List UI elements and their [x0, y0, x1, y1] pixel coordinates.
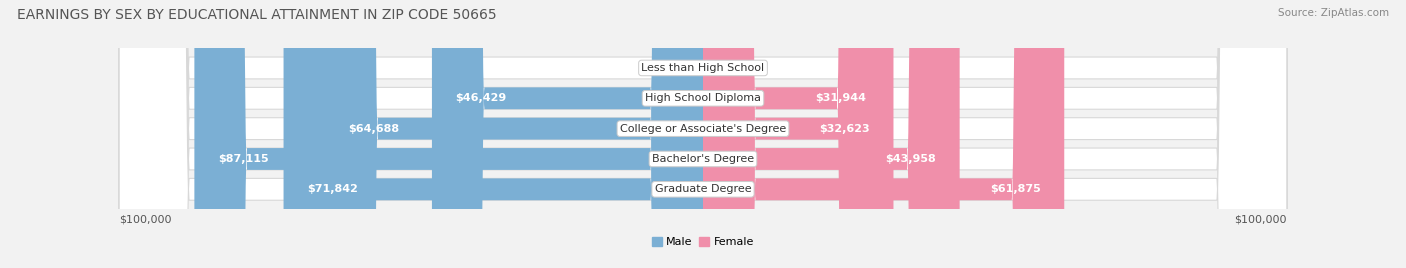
FancyBboxPatch shape: [432, 0, 703, 268]
FancyBboxPatch shape: [120, 0, 1286, 268]
Text: $100,000: $100,000: [120, 214, 172, 225]
Text: $100,000: $100,000: [1234, 214, 1286, 225]
FancyBboxPatch shape: [703, 0, 960, 268]
FancyBboxPatch shape: [120, 0, 1286, 268]
Text: Less than High School: Less than High School: [641, 63, 765, 73]
FancyBboxPatch shape: [325, 0, 703, 268]
Text: $71,842: $71,842: [307, 184, 357, 194]
Text: $0: $0: [669, 63, 682, 73]
Text: EARNINGS BY SEX BY EDUCATIONAL ATTAINMENT IN ZIP CODE 50665: EARNINGS BY SEX BY EDUCATIONAL ATTAINMEN…: [17, 8, 496, 22]
Text: College or Associate's Degree: College or Associate's Degree: [620, 124, 786, 134]
Text: $46,429: $46,429: [456, 93, 506, 103]
FancyBboxPatch shape: [703, 0, 890, 268]
FancyBboxPatch shape: [120, 0, 1286, 268]
Text: $61,875: $61,875: [990, 184, 1040, 194]
Text: $87,115: $87,115: [218, 154, 269, 164]
Text: $64,688: $64,688: [349, 124, 399, 134]
Text: High School Diploma: High School Diploma: [645, 93, 761, 103]
FancyBboxPatch shape: [703, 0, 893, 268]
FancyBboxPatch shape: [120, 0, 1286, 268]
FancyBboxPatch shape: [703, 0, 1064, 268]
FancyBboxPatch shape: [284, 0, 703, 268]
Text: $0: $0: [724, 63, 737, 73]
Text: $32,623: $32,623: [820, 124, 870, 134]
Text: $43,958: $43,958: [886, 154, 936, 164]
Text: Graduate Degree: Graduate Degree: [655, 184, 751, 194]
FancyBboxPatch shape: [194, 0, 703, 268]
Legend: Male, Female: Male, Female: [647, 232, 759, 252]
Text: Bachelor's Degree: Bachelor's Degree: [652, 154, 754, 164]
FancyBboxPatch shape: [120, 0, 1286, 268]
Text: Source: ZipAtlas.com: Source: ZipAtlas.com: [1278, 8, 1389, 18]
Text: $31,944: $31,944: [815, 93, 866, 103]
